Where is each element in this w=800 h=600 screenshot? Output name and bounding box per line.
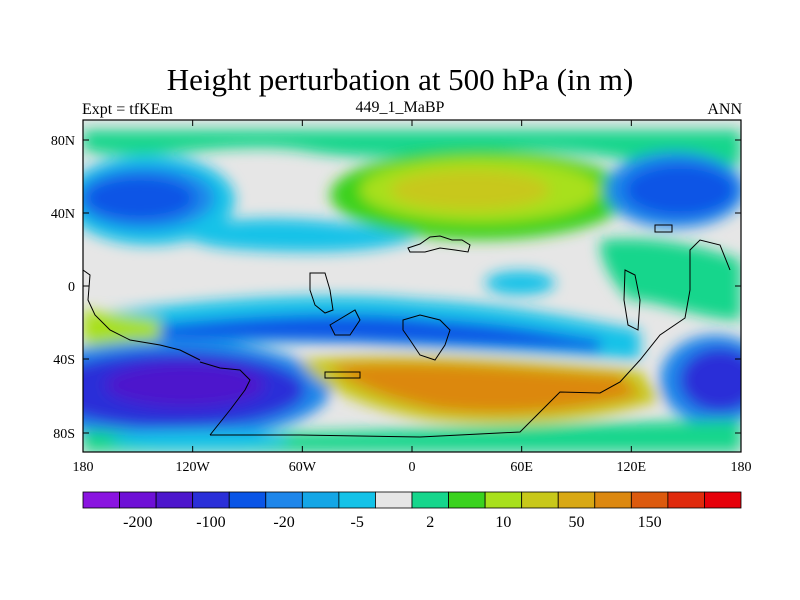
colorbar-swatch [82, 491, 120, 509]
colorbar-swatch [704, 491, 742, 509]
coastlines [83, 224, 731, 438]
colorbar-swatch [484, 491, 523, 509]
season-label: ANN [707, 101, 742, 118]
colorbar-label: 50 [569, 514, 585, 531]
colorbar-swatch [265, 491, 303, 509]
x-tick-label: 180 [73, 460, 94, 475]
x-tick-label: 120W [176, 460, 211, 475]
colorbar-swatch [228, 491, 267, 509]
colorbar-swatch [521, 491, 559, 509]
colorbar-swatch [192, 491, 230, 509]
y-tick-label: 40N [51, 207, 75, 222]
colorbar-label: -20 [273, 514, 294, 531]
x-axis: 180 120W 60W 0 60E 120E 180 [73, 120, 752, 475]
colorbar-swatch [667, 491, 705, 509]
colorbar-label: 10 [495, 514, 511, 531]
x-tick-label: 180 [731, 460, 752, 475]
x-tick-label: 60W [289, 460, 317, 475]
colorbar-swatch [557, 491, 596, 509]
colorbar-label: 2 [426, 514, 434, 531]
colorbar-swatch [338, 491, 376, 509]
contour-field [83, 120, 741, 452]
colorbar-label: -100 [196, 514, 225, 531]
y-tick-label: 40S [53, 353, 75, 368]
experiment-label: Expt = tfKEm [82, 101, 173, 118]
colorbar-label: -200 [123, 514, 152, 531]
y-tick-label: 80N [51, 134, 75, 149]
x-tick-label: 60E [510, 460, 533, 475]
colorbar-swatch [630, 491, 669, 509]
colorbar-swatch [119, 491, 157, 509]
colorbar-swatch [375, 491, 413, 509]
y-tick-label: 80S [53, 427, 75, 442]
y-tick-label: 0 [68, 280, 75, 295]
case-label: 449_1_MaBP [355, 99, 445, 116]
colorbar-label: 150 [638, 514, 662, 531]
y-axis: 80N 40N 0 40S 80S [51, 134, 741, 442]
colorbar-swatch [448, 491, 486, 509]
x-tick-label: 0 [409, 460, 416, 475]
colorbar-swatch [411, 491, 449, 509]
colorbar-swatch [301, 491, 340, 509]
plot-title: Height perturbation at 500 hPa (in m) [166, 62, 634, 97]
colorbar: -200 -100 -20 -5 2 10 50 150 [82, 491, 742, 531]
colorbar-swatch [594, 491, 632, 509]
colorbar-label: -5 [351, 514, 364, 531]
x-tick-label: 120E [617, 460, 647, 475]
colorbar-swatch [155, 491, 194, 509]
